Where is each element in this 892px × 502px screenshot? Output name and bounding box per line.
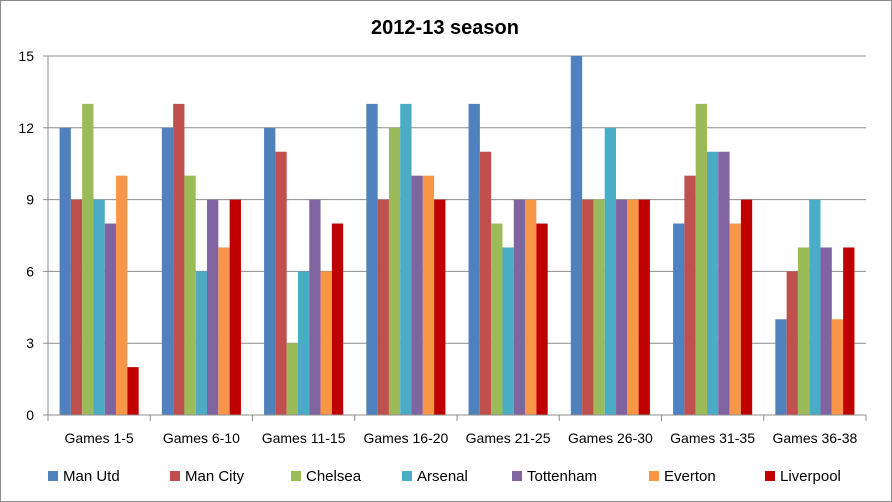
bar [616, 199, 628, 415]
chart-title: 2012-13 season [371, 17, 519, 39]
x-category-label: Games 21-25 [466, 430, 551, 446]
legend-swatch [291, 471, 301, 481]
bar [195, 271, 208, 415]
bar [695, 103, 707, 416]
bar [775, 319, 787, 415]
legend-label: Arsenal [417, 468, 468, 485]
bar [218, 247, 230, 415]
bar [684, 175, 696, 415]
bar [797, 247, 810, 415]
legend-label: Chelsea [306, 468, 362, 485]
bar [116, 175, 128, 415]
bar [388, 127, 401, 416]
bar [638, 199, 650, 415]
bar [320, 271, 332, 415]
x-category-label: Games 1-5 [64, 430, 133, 446]
bar [422, 175, 435, 415]
bar [275, 151, 287, 416]
bar [706, 151, 719, 416]
bar [161, 127, 174, 416]
bar [331, 223, 344, 415]
axes: 0 3 6 9 12 15 Games 1-5 Games 6-10 Games 11-15 Ga… [18, 48, 867, 446]
bar [718, 151, 730, 416]
legend-swatch [649, 471, 659, 481]
bar [286, 343, 298, 415]
y-tick-label: 6 [26, 263, 34, 279]
x-category-label: Games 26-30 [568, 430, 653, 446]
bar [400, 103, 412, 416]
bar [434, 199, 446, 415]
bar [309, 199, 321, 415]
bar [104, 223, 117, 415]
bar [502, 247, 514, 415]
bar [468, 103, 480, 416]
bar [297, 271, 310, 415]
x-category-label: Games 36-38 [772, 430, 857, 446]
x-category-label: Games 31-35 [670, 430, 755, 446]
bar [729, 223, 741, 415]
bar [82, 103, 94, 416]
bar [582, 199, 594, 415]
bar [820, 247, 832, 415]
legend-swatch [512, 471, 522, 481]
bar [843, 247, 855, 415]
bar [93, 199, 105, 415]
y-tick-label: 12 [18, 120, 34, 136]
legend-swatch [48, 471, 58, 481]
bar [627, 199, 639, 415]
x-category-label: Games 16-20 [363, 430, 448, 446]
bar [673, 223, 685, 415]
bar [207, 199, 219, 415]
legend-swatch [765, 471, 775, 481]
x-category-label: Games 6-10 [163, 430, 240, 446]
bar [377, 199, 389, 415]
bar [740, 199, 753, 415]
bars [59, 56, 855, 416]
bar [536, 223, 548, 415]
bar [786, 271, 798, 415]
bar [479, 151, 492, 416]
legend-label: Everton [664, 468, 716, 485]
bar [59, 127, 71, 416]
y-tick-label: 3 [26, 335, 34, 351]
y-tick-label: 0 [26, 407, 34, 423]
bar [70, 199, 83, 415]
legend-label: Man City [185, 468, 245, 485]
bar [604, 127, 617, 416]
bar [229, 199, 241, 415]
bar [570, 56, 583, 415]
bar [525, 199, 537, 415]
y-tick-label: 15 [18, 48, 34, 64]
y-tick-label: 9 [26, 192, 34, 208]
bar [184, 175, 196, 415]
bar [513, 199, 526, 415]
bar [831, 319, 844, 415]
legend-swatch [170, 471, 180, 481]
bar [411, 175, 423, 415]
legend-label: Tottenham [527, 468, 597, 485]
bar [173, 103, 185, 416]
bar [491, 223, 503, 415]
bar [366, 103, 378, 416]
legend-label: Liverpool [780, 468, 841, 485]
legend-label: Man Utd [63, 468, 120, 485]
x-category-label: Games 11-15 [262, 430, 346, 446]
bar [809, 199, 821, 415]
legend-swatch [402, 471, 412, 481]
bar [264, 127, 276, 416]
bar [593, 199, 605, 415]
legend: Man Utd Man City Chelsea Arsenal Tottenham Ev… [48, 468, 841, 485]
bar [127, 367, 139, 415]
